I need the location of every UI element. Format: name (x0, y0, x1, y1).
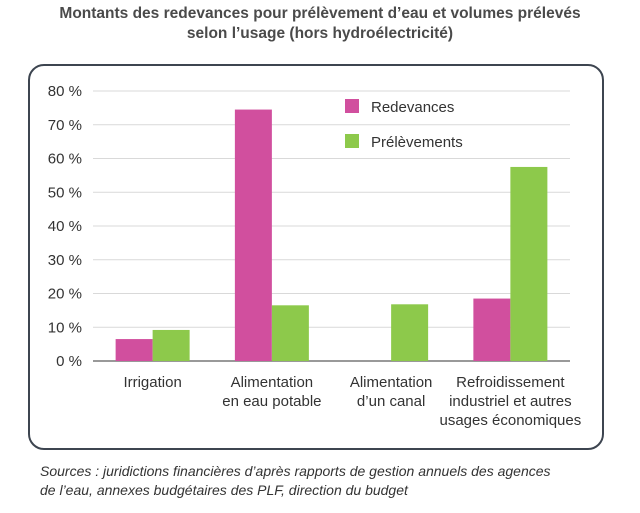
x-tick-label: Refroidissement (456, 374, 565, 391)
chart-title: Montants des redevances pour prélèvement… (0, 4, 640, 44)
legend-swatch-redevances (345, 99, 359, 113)
bar-prélèvements (271, 305, 309, 361)
y-tick-label: 30 % (48, 252, 82, 269)
x-tick-label: Alimentation (231, 374, 314, 391)
x-tick-label: en eau potable (222, 393, 321, 410)
y-tick-label: 50 % (48, 184, 82, 201)
source-note-line-2: de l’eau, annexes budgétaires des PLF, d… (40, 482, 408, 498)
y-tick-label: 0 % (56, 353, 82, 370)
x-tick-label: industriel et autres (449, 393, 572, 410)
legend-label: Redevances (371, 99, 454, 116)
x-tick-label: d’un canal (357, 393, 425, 410)
chart-title-line-2: selon l’usage (hors hydroélectricité) (186, 25, 454, 42)
x-tick-label: usages économiques (439, 412, 581, 429)
y-tick-label: 70 % (48, 117, 82, 134)
y-tick-label: 60 % (48, 151, 82, 168)
source-note: Sources : juridictions financières d’apr… (40, 462, 630, 500)
chart-title-line-1: Montants des redevances pour prélèvement… (59, 5, 581, 22)
x-tick-label: Irrigation (123, 374, 181, 391)
bar-redevances (234, 109, 272, 361)
y-tick-label: 80 % (48, 83, 82, 100)
y-tick-label: 40 % (48, 218, 82, 235)
bar-prélèvements (510, 166, 548, 361)
legend-swatch-prélèvements (345, 134, 359, 148)
bar-prélèvements (391, 304, 429, 361)
bar-redevances (115, 339, 153, 361)
bar-prélèvements (152, 329, 190, 361)
chart-frame (28, 64, 604, 450)
y-tick-label: 10 % (48, 319, 82, 336)
x-tick-label: Alimentation (350, 374, 433, 391)
legend-label: Prélèvements (371, 134, 463, 151)
y-tick-label: 20 % (48, 286, 82, 303)
bar-redevances (473, 298, 511, 361)
source-note-line-1: Sources : juridictions financières d’apr… (40, 463, 551, 479)
